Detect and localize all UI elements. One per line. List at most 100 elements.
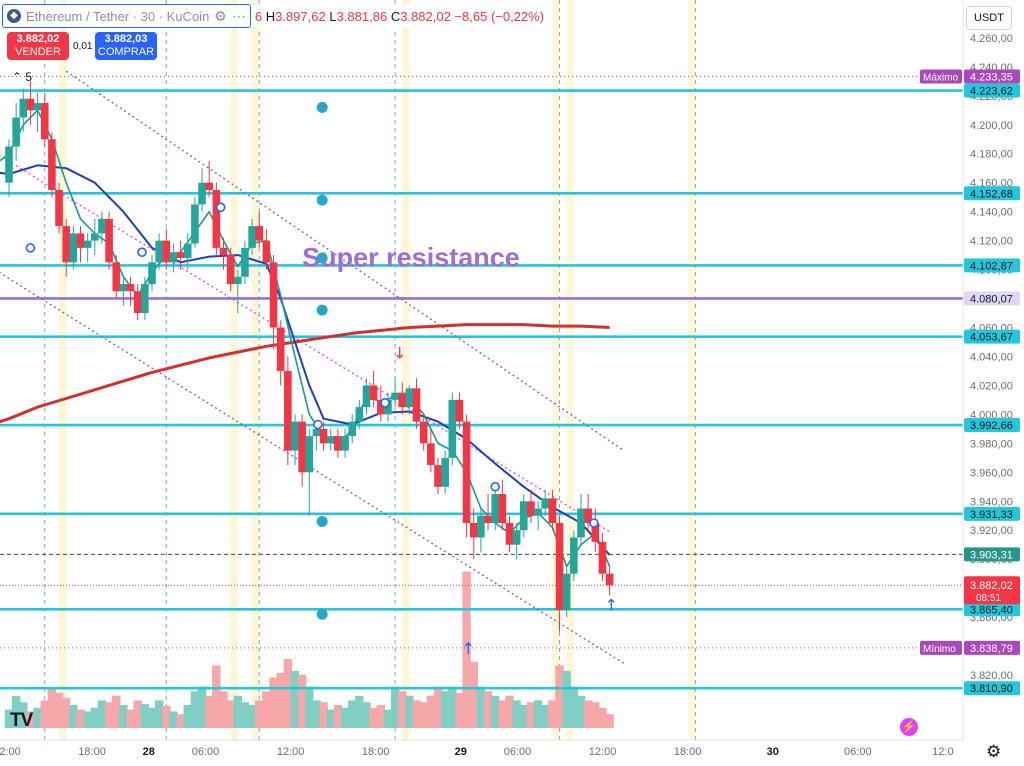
candle-body bbox=[462, 421, 471, 523]
super-level-tag: 4.080,07 bbox=[970, 293, 1013, 305]
session-band bbox=[230, 0, 238, 740]
symbol-name: Ethereum / Tether · 30 · KuCoin bbox=[26, 8, 210, 24]
min-level-tag-bg bbox=[964, 640, 1020, 655]
candle-body bbox=[305, 436, 314, 473]
volume-bar bbox=[333, 705, 343, 728]
volume-bar bbox=[126, 709, 135, 728]
x-tick-label: 06:00 bbox=[504, 746, 532, 758]
volume-bar bbox=[476, 686, 486, 728]
volume-bar bbox=[562, 670, 571, 728]
volume-bar bbox=[555, 665, 564, 728]
more-icon[interactable]: ⋯ bbox=[231, 7, 246, 24]
volume-bar bbox=[47, 689, 57, 728]
volume-bar bbox=[140, 704, 150, 728]
candle-body bbox=[262, 240, 271, 263]
max-level-tag: 4.233,35 bbox=[970, 71, 1013, 83]
level-tag-bg bbox=[964, 418, 1020, 433]
last-price-bg bbox=[964, 576, 1020, 605]
volume-bar bbox=[112, 695, 121, 728]
ohlc-low: 3.881,86 bbox=[336, 8, 388, 24]
candle-body bbox=[212, 189, 221, 248]
ohlc-close-key: C bbox=[390, 8, 401, 24]
sell-button[interactable]: 3.882,02 VENDER bbox=[7, 32, 69, 60]
candle-body bbox=[469, 522, 478, 538]
x-tick-label: 06:00 bbox=[844, 746, 872, 758]
volume-bar bbox=[340, 707, 350, 728]
flash-icon[interactable]: ⚡ bbox=[900, 718, 918, 736]
time-axis bbox=[0, 740, 963, 766]
volume-bar bbox=[290, 670, 300, 728]
volume-bar bbox=[355, 695, 364, 728]
candle-body bbox=[48, 139, 56, 190]
candle-body bbox=[398, 392, 407, 408]
candle-body bbox=[141, 284, 149, 314]
x-tick-label: 06:00 bbox=[192, 746, 220, 758]
ema-price-tag: 3.903,31 bbox=[970, 549, 1013, 561]
signal-circle-icon bbox=[25, 243, 36, 253]
spread-value: 0,01 bbox=[73, 40, 93, 52]
signal-circle-icon bbox=[215, 202, 226, 213]
candle-body bbox=[55, 189, 63, 227]
ohlc-open: 6 bbox=[254, 8, 263, 24]
volume-bar bbox=[40, 700, 49, 728]
candle-body bbox=[584, 508, 592, 523]
signal-circle-icon bbox=[490, 481, 501, 492]
y-tick-label: 3.920,00 bbox=[970, 525, 1013, 537]
candle-body bbox=[12, 117, 20, 147]
buy-price: 3.882,03 bbox=[104, 33, 148, 45]
candle-body bbox=[5, 146, 13, 183]
candle-body bbox=[162, 240, 171, 263]
candle-body bbox=[291, 421, 299, 451]
volume-bar bbox=[312, 700, 321, 728]
volume-bar bbox=[90, 707, 99, 728]
volume-bar bbox=[276, 672, 285, 728]
volume-bar bbox=[512, 700, 521, 728]
session-band bbox=[688, 0, 696, 740]
level-tag: 4.102,87 bbox=[970, 260, 1013, 272]
volume-bar bbox=[526, 702, 536, 728]
volume-bar bbox=[19, 702, 28, 728]
candle-body bbox=[133, 291, 142, 314]
candle-body bbox=[69, 233, 78, 263]
y-tick-label: 4.020,00 bbox=[970, 380, 1013, 392]
volume-bar bbox=[197, 686, 207, 728]
candle-body bbox=[520, 501, 528, 531]
volume-bar bbox=[591, 702, 600, 728]
indicators-toggle[interactable]: ⌃ 5 bbox=[12, 70, 32, 84]
level-tag: 3.931,33 bbox=[970, 509, 1013, 521]
level-tag: 3.810,90 bbox=[970, 683, 1013, 695]
volume-bar bbox=[605, 714, 614, 728]
ohlc-change: −8,65 (−0,22%) bbox=[454, 8, 545, 24]
min-side-tag-bg bbox=[920, 640, 962, 655]
level-tag-bg bbox=[964, 329, 1020, 344]
candle-body bbox=[498, 494, 507, 523]
symbol-selector[interactable]: ◆ Ethereum / Tether · 30 · KuCoin ⚙ ⋯ bbox=[2, 4, 251, 28]
tradingview-logo[interactable]: TV bbox=[10, 710, 33, 731]
volume-bar bbox=[533, 700, 543, 728]
settings-icon[interactable]: ⚙ bbox=[214, 7, 227, 24]
settings-gear-icon[interactable]: ⚙ bbox=[986, 742, 1002, 761]
y-tick-label: 3.940,00 bbox=[970, 496, 1013, 508]
candle-body bbox=[255, 226, 264, 241]
volume-bar bbox=[154, 700, 164, 728]
candle-body bbox=[298, 421, 306, 473]
volume-bar bbox=[440, 691, 450, 728]
candle-body bbox=[126, 284, 135, 292]
candle-body bbox=[341, 436, 349, 451]
currency-selector[interactable]: USDT bbox=[966, 6, 1012, 30]
x-tick-label: 12:00 bbox=[277, 746, 305, 758]
session-band bbox=[566, 0, 574, 740]
candle-body bbox=[434, 465, 442, 487]
candle-body bbox=[76, 233, 85, 248]
marker-icon bbox=[316, 516, 328, 528]
y-tick-label: 4.180,00 bbox=[970, 149, 1013, 161]
buy-button[interactable]: 3.882,03 COMPRAR bbox=[95, 32, 157, 60]
volume-bar bbox=[405, 695, 414, 728]
candle-body bbox=[19, 98, 28, 118]
candle-body bbox=[326, 436, 335, 444]
volume-bar bbox=[469, 661, 478, 728]
volume-bar bbox=[369, 707, 378, 728]
y-tick-label: 4.260,00 bbox=[970, 33, 1013, 45]
volume-bar bbox=[69, 705, 78, 728]
